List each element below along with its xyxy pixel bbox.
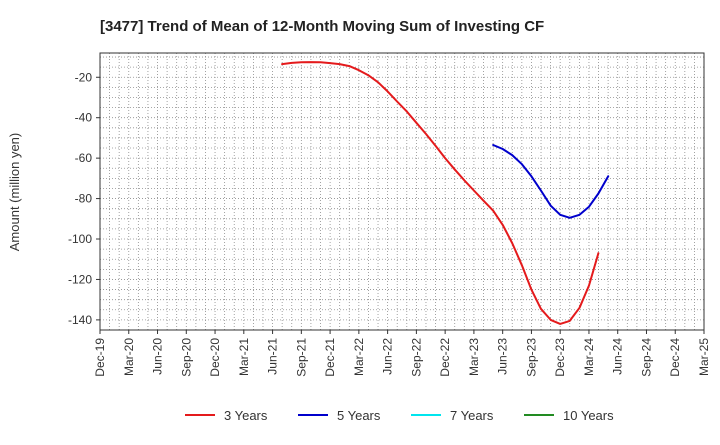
x-tick-label: Jun-21 (266, 338, 280, 375)
x-tick-label: Mar-20 (122, 338, 136, 376)
x-tick-labels: Dec-19 Mar-20 Jun-20 Sep-20 Dec-20 Mar-21 Jun-… (93, 330, 711, 377)
x-tick-label: Mar-22 (352, 338, 366, 376)
y-tick-label: -60 (75, 151, 93, 165)
series-layer (281, 61, 610, 325)
legend-label-10-years: 10 Years (563, 408, 614, 423)
legend-label-5-years: 5 Years (337, 408, 381, 423)
x-tick-label: Sep-20 (179, 338, 193, 377)
x-tick-label: Dec-22 (438, 338, 452, 377)
plot-area (100, 53, 704, 330)
x-tick-label: Sep-23 (524, 338, 538, 377)
x-tick-label: Dec-23 (553, 338, 567, 377)
y-tick-label: -140 (68, 313, 92, 327)
y-axis-label: Amount (million yen) (7, 133, 22, 252)
y-tick-label: -120 (68, 272, 92, 286)
y-tick-labels: -20 -40 -60 -80 -100 -120 -140 (68, 70, 100, 327)
x-tick-label: Jun-20 (151, 338, 165, 375)
x-tick-label: Mar-24 (582, 338, 596, 376)
x-tick-label: Jun-22 (381, 338, 395, 375)
y-tick-label: -40 (75, 111, 93, 125)
x-tick-label: Sep-24 (639, 338, 653, 377)
plot-frame (99, 52, 705, 331)
series-line-5-years (492, 144, 610, 219)
x-tick-label: Mar-21 (237, 338, 251, 376)
x-tick-label: Dec-24 (668, 338, 682, 377)
x-tick-label: Jun-23 (496, 338, 510, 375)
x-tick-label: Mar-25 (697, 338, 711, 376)
x-tick-label: Sep-22 (409, 338, 423, 377)
x-tick-label: Dec-20 (208, 338, 222, 377)
legend-label-3-years: 3 Years (224, 408, 268, 423)
y-tick-label: -100 (68, 232, 92, 246)
legend: 3 Years 5 Years 7 Years 10 Years (185, 408, 614, 423)
chart-title: [3477] Trend of Mean of 12-Month Moving … (100, 18, 544, 35)
legend-label-7-years: 7 Years (450, 408, 494, 423)
x-tick-label: Mar-23 (467, 338, 481, 376)
series-line-3-years (281, 61, 600, 325)
x-tick-label: Jun-24 (611, 338, 625, 375)
y-tick-label: -80 (75, 192, 93, 206)
x-tick-label: Dec-19 (93, 338, 107, 377)
x-tick-label: Dec-21 (323, 338, 337, 377)
y-tick-label: -20 (75, 70, 93, 84)
x-tick-label: Sep-21 (294, 338, 308, 377)
